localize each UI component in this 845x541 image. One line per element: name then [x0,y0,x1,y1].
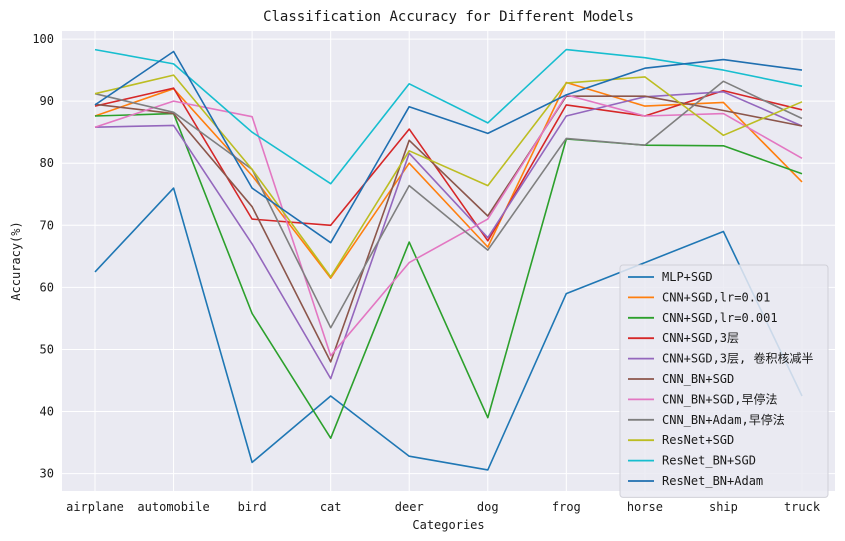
x-tick-label: cat [320,500,342,514]
x-tick-label: dog [477,500,499,514]
legend-label: CNN+SGD,3层, 卷积核减半 [662,351,813,366]
x-axis-label: Categories [412,518,484,532]
legend-label: MLP+SGD [662,270,713,284]
y-tick-label: 70 [40,218,54,232]
series-line-2 [94,81,803,279]
legend-label: CNN_BN+Adam,早停法 [662,412,785,427]
y-tick-label: 80 [40,156,54,170]
series-line-9 [94,74,803,278]
legend-label: CNN+SGD,3层 [662,331,739,345]
y-tick-label: 40 [40,405,54,419]
series-line-5 [94,91,803,380]
legend-label: CNN_BN+SGD,早停法 [662,391,777,406]
y-tick-labels: 30 40 50 60 70 80 90 100 [32,32,54,481]
series-line-1 [94,187,803,471]
x-tick-label: horse [627,500,663,514]
series-line-7 [94,94,803,357]
x-tick-label: frog [552,500,581,514]
x-tick-label: airplane [66,500,124,514]
legend: MLP+SGD CNN+SGD,lr=0.01 CNN+SGD,lr=0.001 CN… [619,264,829,498]
series-line-8 [94,80,803,329]
x-tick-label: truck [784,500,821,514]
y-axis-label: Accuracy(%) [9,221,23,300]
legend-label: ResNet+SGD [662,433,734,447]
series-line-11 [94,50,803,244]
y-tick-label: 90 [40,94,54,108]
y-tick-label: 60 [40,280,54,294]
x-tick-labels: airplane automobile bird cat deer dog frog hors… [66,500,821,514]
y-tick-label: 50 [40,342,54,356]
x-tick-label: automobile [137,500,209,514]
legend-box [619,264,829,498]
chart-title: Classification Accuracy for Different Mo… [263,9,634,25]
series-lines [94,48,803,471]
x-tick-label: deer [395,500,424,514]
legend-label: ResNet_BN+Adam [662,474,763,488]
legend-label: CNN+SGD,lr=0.01 [662,290,770,304]
legend-label: CNN+SGD,lr=0.001 [662,311,778,325]
series-line-3 [94,112,803,440]
x-tick-label: bird [238,500,267,514]
y-tick-label: 30 [40,467,54,481]
legend-label: CNN_BN+SGD [662,372,734,386]
legend-label: ResNet_BN+SGD [662,454,756,468]
y-tick-label: 100 [32,32,54,46]
series-line-6 [94,95,803,363]
x-tick-label: ship [709,500,738,514]
